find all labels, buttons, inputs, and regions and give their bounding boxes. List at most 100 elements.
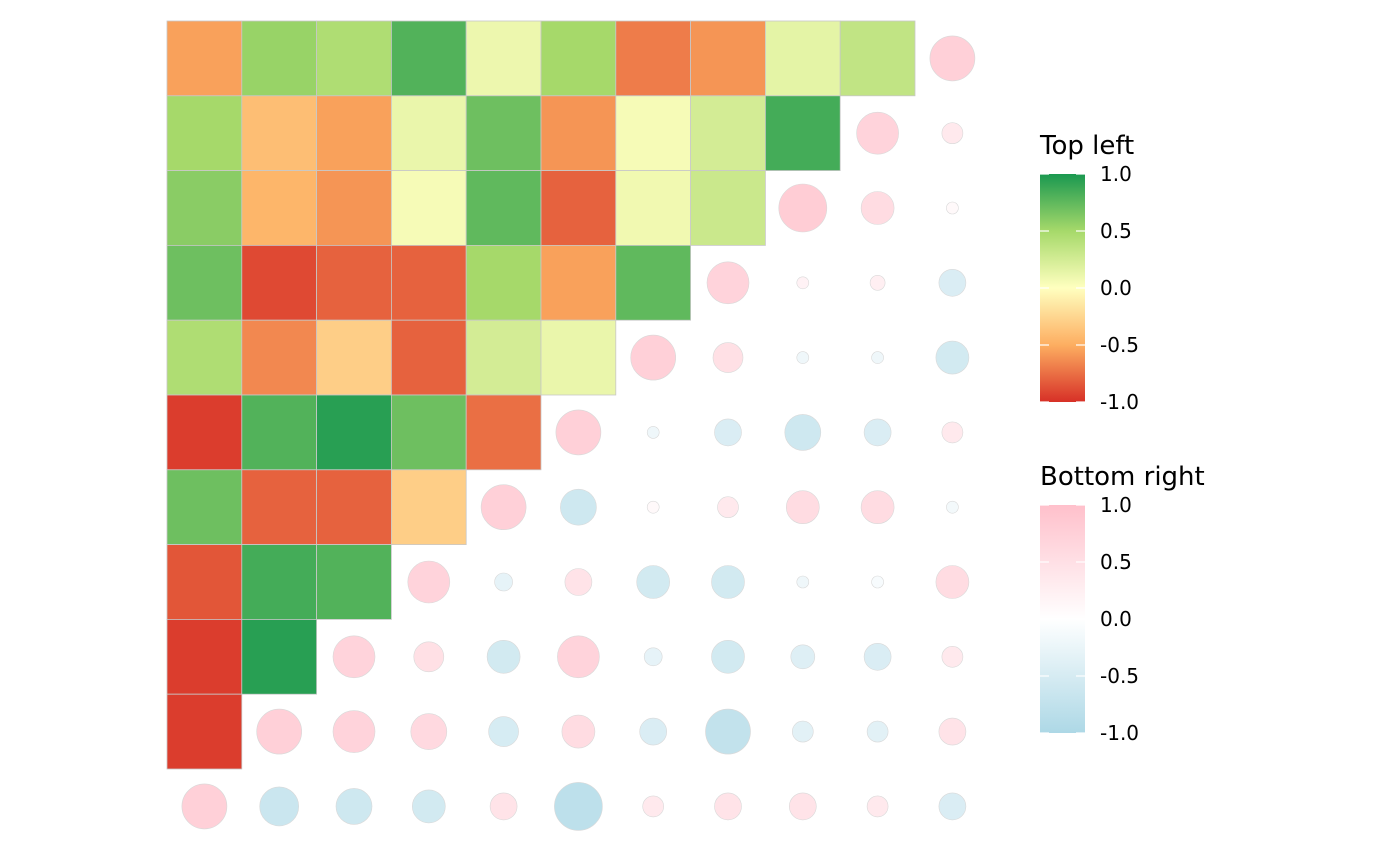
- matrix-square-cell: [241, 95, 318, 172]
- matrix-square-cell: [166, 95, 243, 172]
- colorbar-tick-label: 0.5: [1100, 550, 1132, 574]
- matrix-square-cell: [241, 20, 318, 97]
- matrix-circle-cell: [796, 351, 810, 364]
- matrix-square-cell: [465, 394, 542, 471]
- matrix-square-cell: [765, 95, 841, 172]
- legend-title-top-left: Top left: [1039, 131, 1134, 161]
- matrix-circle-cell: [938, 717, 967, 746]
- matrix-circle-cell: [259, 786, 300, 827]
- matrix-square-cell: [690, 170, 766, 246]
- matrix-circle-cell: [714, 418, 742, 447]
- matrix-square-cell: [241, 394, 318, 471]
- matrix-circle-cell: [778, 183, 828, 233]
- matrix-circle-cell: [860, 191, 895, 225]
- matrix-circle-cell: [711, 565, 745, 599]
- legend-top-left: Top left 1.0 0.5 0.0 -0.5 -1.0: [1039, 131, 1139, 414]
- matrix-circle-cell: [706, 261, 750, 305]
- colorbar-tick-label: -1.0: [1100, 721, 1139, 745]
- matrix-circle-cell: [860, 490, 895, 525]
- matrix-square-cell: [465, 170, 542, 246]
- matrix-square-cell: [166, 619, 243, 695]
- matrix-square-cell: [540, 95, 617, 172]
- matrix-square-cell: [316, 394, 392, 471]
- matrix-circle-cell: [946, 201, 959, 215]
- matrix-circle-cell: [480, 484, 527, 531]
- matrix-square-cell: [316, 95, 392, 172]
- matrix-circle-cell: [557, 635, 600, 679]
- matrix-circle-cell: [643, 647, 663, 667]
- matrix-square-cell: [316, 244, 392, 321]
- matrix-square-cell: [316, 170, 392, 246]
- legend-title-bottom-right: Bottom right: [1040, 462, 1205, 492]
- matrix-circle-cell: [489, 792, 518, 821]
- matrix-circle-cell: [938, 268, 967, 297]
- matrix-circle-cell: [256, 708, 303, 755]
- matrix-square-cell: [540, 244, 617, 321]
- colorbar-tick-label: 1.0: [1100, 162, 1132, 186]
- matrix-circle-cell: [856, 111, 899, 155]
- matrix-square-cell: [166, 394, 243, 471]
- matrix-square-cell: [465, 319, 542, 396]
- matrix-circle-cell: [332, 710, 376, 753]
- matrix-circle-cell: [705, 708, 751, 755]
- matrix-circle-cell: [639, 717, 668, 746]
- matrix-square-cell: [241, 469, 318, 545]
- matrix-square-cell: [166, 319, 243, 396]
- matrix-circle-cell: [935, 340, 970, 375]
- matrix-circle-cell: [796, 276, 810, 290]
- matrix-square-cell: [540, 170, 617, 246]
- matrix-square-cell: [615, 95, 691, 172]
- matrix-circle-cell: [554, 782, 603, 831]
- matrix-square-cell: [241, 319, 318, 396]
- matrix-circle-cell: [941, 645, 964, 668]
- matrix-square-cell: [390, 170, 467, 246]
- matrix-square-cell: [316, 544, 392, 620]
- matrix-square-cell: [316, 319, 392, 396]
- matrix-circle-cell: [494, 572, 513, 592]
- matrix-circle-cell: [871, 351, 884, 364]
- matrix-circle-cell: [863, 418, 892, 447]
- matrix-square-cell: [166, 20, 243, 97]
- matrix-square-cell: [166, 693, 243, 770]
- matrix-circle-cell: [866, 720, 889, 743]
- colorbar-tick-label: 0.0: [1100, 607, 1132, 631]
- matrix-circle-cell: [790, 644, 816, 670]
- matrix-square-cell: [241, 544, 318, 620]
- matrix-circle-cell: [785, 490, 820, 525]
- matrix-circle-cell: [646, 500, 660, 514]
- matrix-square-cell: [390, 244, 467, 321]
- matrix-square-cell: [241, 170, 318, 246]
- matrix-square-cell: [615, 170, 691, 246]
- matrix-square-cell: [465, 95, 542, 172]
- matrix-circle-cell: [488, 716, 519, 747]
- matrix-square-cell: [390, 95, 467, 172]
- matrix-circle-cell: [869, 274, 886, 291]
- matrix-circle-cell: [560, 488, 597, 526]
- matrix-circle-cell: [411, 789, 446, 824]
- colorbar-tick-label: -0.5: [1100, 333, 1139, 357]
- matrix-circle-cell: [717, 496, 739, 519]
- legend-bottom-right: Bottom right 1.0 0.5 0.0 -0.5 -1.0: [1040, 462, 1205, 745]
- matrix-circle-cell: [630, 334, 677, 381]
- matrix-circle-cell: [486, 639, 521, 674]
- matrix-circle-cell: [564, 568, 593, 596]
- matrix-square-cell: [241, 244, 318, 321]
- matrix-square-cell: [615, 244, 691, 321]
- colorbar-tick-label: 0.5: [1100, 219, 1132, 243]
- matrix-square-cell: [390, 319, 467, 396]
- matrix-circle-cell: [871, 575, 884, 589]
- matrix-circle-cell: [636, 565, 671, 599]
- matrix-grid: [166, 20, 976, 831]
- matrix-circle-cell: [712, 342, 744, 373]
- matrix-circle-cell: [413, 641, 445, 673]
- matrix-square-cell: [765, 20, 841, 97]
- matrix-circle-cell: [555, 409, 602, 456]
- matrix-circle-cell: [929, 35, 976, 82]
- matrix-circle-cell: [863, 642, 892, 671]
- matrix-circle-cell: [941, 421, 964, 444]
- matrix-circle-cell: [941, 122, 964, 144]
- colorbar-tick-label: -1.0: [1100, 390, 1139, 414]
- matrix-circle-cell: [407, 560, 451, 604]
- matrix-square-cell: [316, 20, 392, 97]
